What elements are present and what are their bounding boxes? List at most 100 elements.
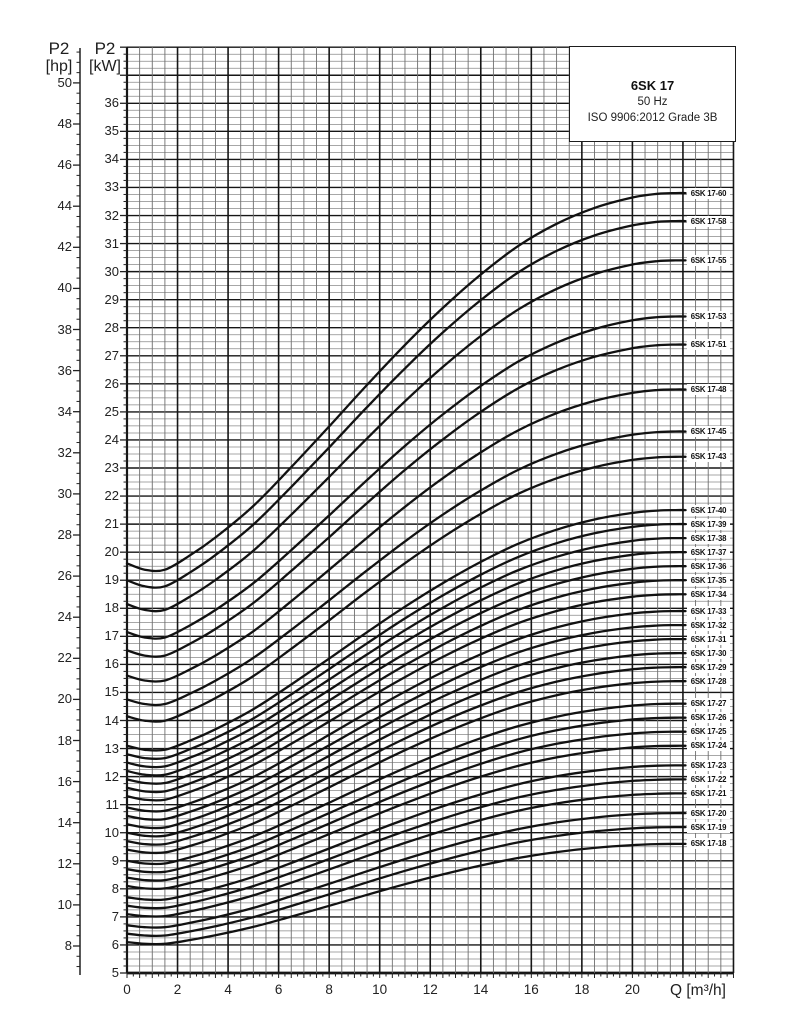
hp-tick-label: 50 xyxy=(57,74,72,90)
kw-tick-label: 28 xyxy=(104,319,119,335)
q-tick-label: 10 xyxy=(372,982,388,997)
pump-curve xyxy=(125,579,687,794)
kw-tick-label: 23 xyxy=(104,460,119,475)
q-tick-label: 8 xyxy=(325,982,333,997)
pump-curve xyxy=(125,842,687,946)
hp-tick-label: 38 xyxy=(57,321,72,337)
curve-label: 6SK 17-37 xyxy=(687,546,730,558)
pump-curve xyxy=(125,666,687,846)
q-tick-label: 6 xyxy=(274,982,283,997)
kw-tick-label: 34 xyxy=(104,151,119,167)
kw-axis-title: P2 xyxy=(94,39,116,58)
q-tick-label: 0 xyxy=(123,982,131,997)
curve-label: 6SK 17-48 xyxy=(687,383,730,395)
kw-tick-label: 31 xyxy=(104,235,119,251)
kw-tick-label: 35 xyxy=(104,123,119,139)
curve-label: 6SK 17-23 xyxy=(687,759,730,771)
curve-label: 6SK 17-34 xyxy=(687,588,730,600)
q-tick-label: 12 xyxy=(422,982,438,997)
kw-tick-label: 9 xyxy=(111,852,119,868)
hp-tick-label: 44 xyxy=(57,198,72,214)
pump-curve xyxy=(125,744,687,891)
kw-tick-label: 8 xyxy=(111,880,119,896)
pump-curve xyxy=(125,811,687,929)
pump-curve xyxy=(125,593,687,802)
hp-tick-label: 14 xyxy=(57,814,72,830)
pump-curve xyxy=(125,637,687,830)
hp-tick-label: 12 xyxy=(57,855,72,871)
kw-tick-label: 12 xyxy=(104,768,119,784)
curve-label: 6SK 17-31 xyxy=(687,633,730,645)
hp-tick-label: 30 xyxy=(57,485,72,501)
kw-axis-unit: [kW] xyxy=(89,58,121,75)
curve-label: 6SK 17-58 xyxy=(687,215,730,227)
curve-label: 6SK 17-24 xyxy=(687,740,730,752)
kw-tick-label: 19 xyxy=(104,572,119,588)
hp-tick-label: 26 xyxy=(57,568,72,584)
pump-curve xyxy=(125,764,687,902)
chart-info-box: 6SK 17 50 Hz ISO 9906:2012 Grade 3B xyxy=(569,46,736,142)
kw-tick-label: 15 xyxy=(104,684,119,700)
hp-tick-label: 8 xyxy=(64,938,72,953)
kw-tick-label: 33 xyxy=(104,179,119,195)
curve-label: 6SK 17-39 xyxy=(687,518,730,530)
pump-curve xyxy=(125,522,687,761)
pump-curve xyxy=(125,219,687,589)
hp-tick-label: 20 xyxy=(57,691,72,707)
curve-label: 6SK 17-40 xyxy=(687,504,730,516)
curve-label: 6SK 17-27 xyxy=(687,698,730,710)
curve-label: 6SK 17-32 xyxy=(687,619,730,631)
q-tick-label: 14 xyxy=(473,982,489,997)
pump-curve xyxy=(125,259,687,613)
kw-tick-label: 13 xyxy=(104,740,119,756)
pump-curve xyxy=(125,430,687,707)
curve-label: 6SK 17-55 xyxy=(687,254,730,266)
curve-label: 6SK 17-45 xyxy=(687,426,730,438)
kw-tick-label: 22 xyxy=(104,488,119,504)
kw-tick-label: 10 xyxy=(104,824,119,840)
hp-tick-label: 22 xyxy=(57,650,72,666)
hp-axis-unit: [hp] xyxy=(45,58,73,75)
kw-tick-label: 16 xyxy=(104,656,119,672)
kw-tick-label: 14 xyxy=(104,712,119,728)
pump-curve xyxy=(125,680,687,855)
curve-label: 6SK 17-35 xyxy=(687,574,730,586)
pump-curve xyxy=(125,455,687,723)
pump-curve xyxy=(125,508,687,752)
kw-tick-label: 26 xyxy=(104,375,119,391)
hp-tick-label: 46 xyxy=(57,157,72,173)
kw-tick-label: 25 xyxy=(104,403,119,419)
kw-tick-label: 17 xyxy=(104,628,119,644)
hp-tick-label: 34 xyxy=(57,403,72,419)
hp-tick-label: 16 xyxy=(57,773,72,789)
curve-label: 6SK 17-18 xyxy=(687,838,730,850)
pump-curve xyxy=(125,536,687,769)
kw-tick-label: 30 xyxy=(104,263,119,279)
pump-curve xyxy=(125,792,687,918)
hp-tick-label: 10 xyxy=(57,896,72,912)
curve-label: 6SK 17-33 xyxy=(687,605,730,617)
q-tick-label: 18 xyxy=(574,982,590,997)
kw-tick-label: 20 xyxy=(104,544,119,560)
curve-label: 6SK 17-20 xyxy=(687,807,730,819)
kw-tick-label: 27 xyxy=(104,347,119,363)
kw-tick-label: 21 xyxy=(104,516,119,532)
pump-curve xyxy=(125,388,687,683)
hp-tick-label: 32 xyxy=(57,444,72,460)
pump-frequency: 50 Hz xyxy=(637,96,668,108)
curve-label: 6SK 17-28 xyxy=(687,675,730,687)
pump-curve xyxy=(125,716,687,874)
pump-curve xyxy=(125,343,687,658)
curve-label: 6SK 17-60 xyxy=(687,187,730,199)
curve-label: 6SK 17-19 xyxy=(687,821,730,833)
pump-curve xyxy=(125,702,687,866)
q-tick-label: 2 xyxy=(173,982,182,997)
curve-label: 6SK 17-22 xyxy=(687,773,730,785)
curve-label: 6SK 17-21 xyxy=(687,787,730,799)
kw-tick-label: 18 xyxy=(104,600,119,616)
hp-tick-label: 48 xyxy=(57,116,72,131)
curve-label: 6SK 17-36 xyxy=(687,560,730,572)
hp-axis-title: P2 xyxy=(48,39,70,58)
